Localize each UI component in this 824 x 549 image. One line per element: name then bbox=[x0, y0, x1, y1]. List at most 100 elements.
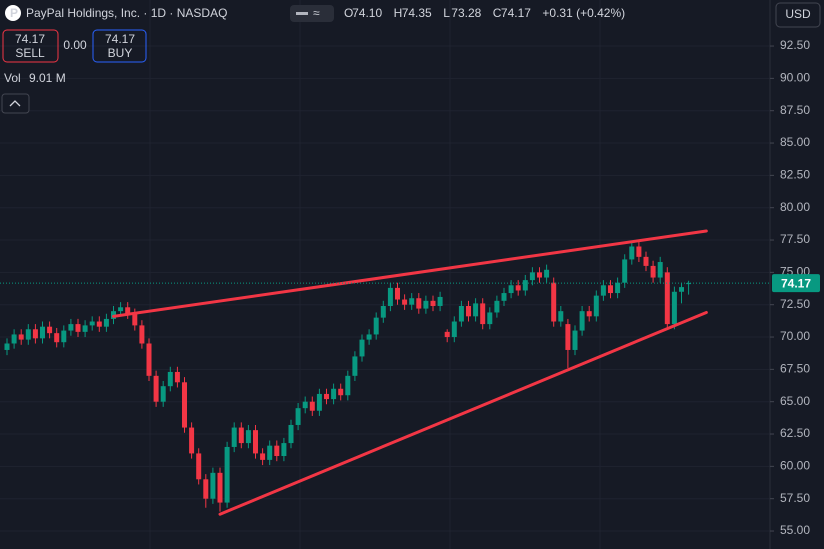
candle-body bbox=[345, 375, 351, 396]
candle-body bbox=[89, 321, 95, 326]
candle-body bbox=[61, 330, 67, 343]
sell-button[interactable] bbox=[2, 29, 59, 63]
candle-body bbox=[160, 386, 166, 402]
candle-body bbox=[615, 282, 621, 294]
ohlc-legend: O74.10 H 74.35 L 73.28 C 74.17 +0.31 (+0.42%) bbox=[344, 6, 625, 20]
candle-body bbox=[444, 331, 450, 338]
y-tick-label: 72.50 bbox=[780, 297, 810, 311]
candle-body bbox=[96, 321, 102, 327]
sell-price: 74.17 bbox=[15, 32, 45, 46]
buy-label: BUY bbox=[108, 46, 133, 60]
candle-body bbox=[579, 311, 585, 331]
candle-body bbox=[458, 305, 464, 322]
candle-body bbox=[224, 446, 230, 503]
price-axis: 55.00 57.50 60.00 62.50 65.00 67.50 70.00 72.50… bbox=[770, 38, 820, 537]
candle-body bbox=[4, 343, 10, 350]
candle-body bbox=[189, 427, 195, 454]
symbol: PayPal Holdings, Inc. · 1D · NASDAQ bbox=[26, 6, 227, 20]
candle-body bbox=[75, 324, 81, 332]
candle-body bbox=[402, 299, 408, 305]
y-tick-label: 80.00 bbox=[780, 200, 810, 214]
candle-body bbox=[32, 329, 38, 339]
candle-body bbox=[586, 311, 592, 317]
candle-body bbox=[373, 317, 379, 335]
candle-body bbox=[174, 371, 180, 383]
candle-body bbox=[608, 285, 613, 294]
toggle[interactable] bbox=[290, 5, 334, 22]
candle-body bbox=[671, 291, 677, 325]
volume-value: 9.01 M bbox=[29, 71, 66, 85]
candle-body bbox=[522, 280, 528, 291]
ohlc-key: C bbox=[493, 6, 502, 20]
y-tick-label: 60.00 bbox=[780, 459, 810, 473]
candle-body bbox=[153, 375, 159, 402]
grid bbox=[0, 0, 770, 549]
volume-label: Vol bbox=[4, 71, 21, 85]
candle-body bbox=[338, 388, 344, 396]
candle-body bbox=[253, 430, 258, 454]
candle-body bbox=[501, 293, 507, 301]
candle-body bbox=[515, 285, 521, 291]
candle-body bbox=[629, 246, 635, 260]
buy-button[interactable] bbox=[92, 29, 147, 63]
candle-body bbox=[537, 272, 542, 278]
currency: USD bbox=[785, 7, 811, 21]
candle-body bbox=[103, 318, 109, 327]
candle-body bbox=[529, 272, 535, 281]
candle-body bbox=[686, 283, 692, 285]
candle-body bbox=[196, 453, 202, 480]
candle-body bbox=[380, 305, 386, 318]
candle-body bbox=[139, 325, 145, 344]
candle-body bbox=[288, 424, 294, 444]
candle-body bbox=[302, 401, 308, 409]
y-tick-label: 85.00 bbox=[780, 135, 810, 149]
candle-body bbox=[473, 303, 479, 317]
candle-body bbox=[387, 287, 393, 306]
candle-body bbox=[281, 443, 287, 457]
toggle-icon bbox=[296, 12, 308, 15]
candle-body bbox=[544, 269, 550, 278]
candle-body bbox=[118, 307, 124, 312]
candle-body bbox=[622, 259, 628, 283]
currency-button[interactable] bbox=[775, 2, 821, 28]
candle-body bbox=[132, 313, 138, 326]
candle-body bbox=[487, 312, 493, 325]
candle-body bbox=[395, 287, 400, 300]
spread: 0.00 bbox=[63, 38, 87, 52]
candle-body bbox=[331, 388, 337, 400]
candle-body bbox=[600, 285, 606, 296]
candle-body bbox=[82, 325, 88, 332]
collapse-icon bbox=[9, 100, 21, 107]
candle-body bbox=[494, 300, 500, 313]
candle-body bbox=[295, 408, 301, 425]
y-tick-label: 55.00 bbox=[780, 523, 810, 537]
candle-body bbox=[636, 246, 642, 257]
trendline bbox=[112, 229, 708, 318]
candle-body bbox=[316, 393, 322, 411]
candle-body bbox=[217, 472, 223, 503]
candle-body bbox=[593, 295, 599, 317]
candle-body bbox=[508, 285, 514, 294]
candle-body bbox=[437, 296, 443, 306]
y-tick-label: 67.50 bbox=[780, 362, 810, 376]
y-tick-label: 87.50 bbox=[780, 103, 810, 117]
candle-body bbox=[47, 326, 53, 334]
toggle-icon: ≈ bbox=[313, 6, 320, 20]
candle-body bbox=[416, 298, 422, 309]
logo-mark: P bbox=[10, 6, 18, 20]
plot bbox=[0, 229, 770, 516]
y-tick-label: 92.50 bbox=[780, 38, 810, 52]
change: +0.31 (+0.42%) bbox=[542, 6, 625, 20]
candle-body bbox=[11, 334, 17, 344]
y-tick-label: 90.00 bbox=[780, 71, 810, 85]
collapse-button[interactable] bbox=[1, 93, 30, 114]
candle-body bbox=[309, 401, 315, 411]
candle-body bbox=[551, 282, 557, 322]
candle-body bbox=[643, 256, 649, 266]
candle-body bbox=[146, 343, 152, 376]
candle-body bbox=[68, 324, 74, 331]
candle-body bbox=[210, 472, 216, 499]
logo bbox=[5, 5, 21, 21]
